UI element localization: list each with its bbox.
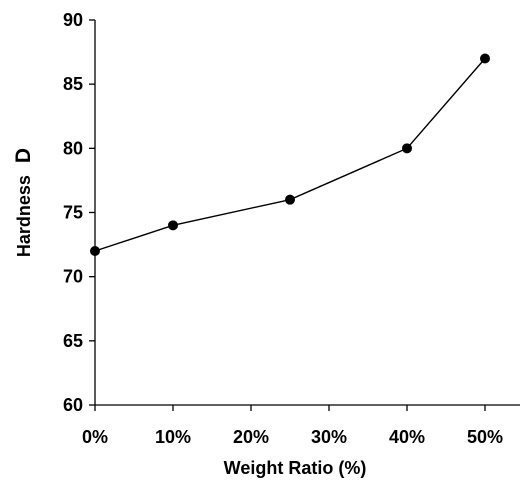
y-tick-label: 90 bbox=[63, 10, 83, 30]
x-tick-label: 10% bbox=[155, 427, 191, 447]
data-point bbox=[402, 143, 412, 154]
y-tick-label: 70 bbox=[63, 267, 83, 287]
y-tick-label: 60 bbox=[63, 395, 83, 415]
data-point bbox=[480, 53, 490, 64]
y-axis-title: Hardness D bbox=[12, 148, 35, 257]
series-line bbox=[94, 58, 486, 252]
x-axis-title: Weight Ratio (%) bbox=[224, 458, 367, 478]
data-point bbox=[90, 246, 100, 256]
y-tick-label: 85 bbox=[63, 74, 83, 94]
x-tick-label: 40% bbox=[389, 427, 425, 447]
y-tick-label: 65 bbox=[63, 331, 83, 351]
data-point bbox=[168, 220, 178, 231]
series-layer bbox=[90, 53, 490, 256]
y-axis-title-main: Hardness bbox=[14, 175, 34, 257]
y-tick-label: 75 bbox=[63, 203, 83, 223]
x-tick-label: 30% bbox=[311, 427, 347, 447]
data-point bbox=[285, 194, 295, 205]
x-tick-label: 50% bbox=[467, 427, 503, 447]
y-axis-title-unit: D bbox=[12, 148, 35, 163]
y-tick-label: 80 bbox=[63, 138, 83, 158]
axes: 60 65 70 75 80 85 90 0% 10% 20% 30% 40% 50% bbox=[63, 10, 520, 447]
x-tick-label: 0% bbox=[82, 427, 108, 447]
x-tick-label: 20% bbox=[233, 427, 269, 447]
